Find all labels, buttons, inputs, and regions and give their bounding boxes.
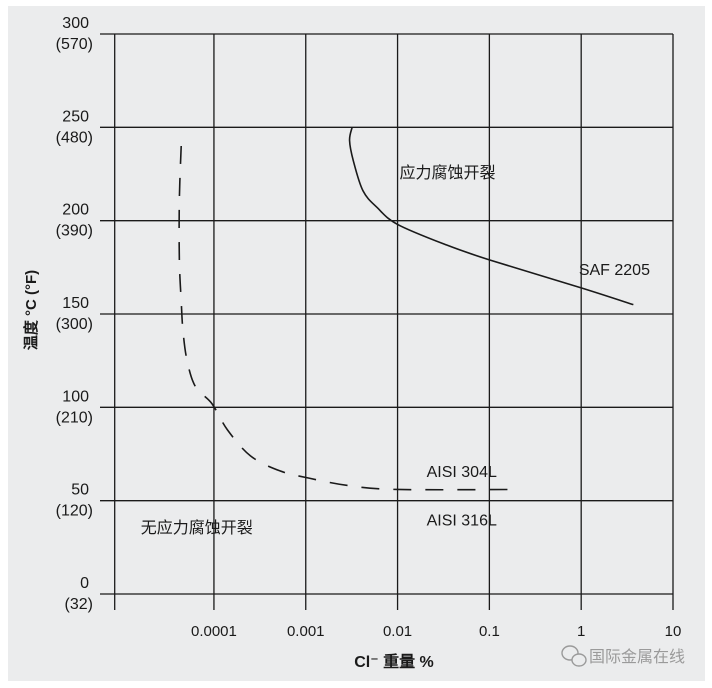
annotation-label: SAF 2205 [579,262,650,279]
y-tick-label: 50 [71,482,89,499]
watermark: 国际金属在线 [561,645,685,667]
x-tick-label: 0.1 [479,623,500,640]
y-tick-label-fahrenheit: (210) [56,409,93,426]
series-group [178,127,634,491]
grid [100,33,674,610]
annotation-label: AISI 304L [427,464,497,481]
annotation-label: AISI 316L [427,512,497,529]
y-tick-label-fahrenheit: (120) [56,503,93,520]
annotation-label: 无应力腐蚀开裂 [141,518,253,537]
y-tick-label: 300 [62,15,89,32]
y-tick-label: 250 [62,108,89,125]
wechat-icon [561,645,587,667]
x-tick-label: 0.0001 [191,623,237,640]
x-tick-label: 10 [665,623,682,640]
series-line-saf-2205 [348,127,634,306]
y-tick-labels: 0 (32) 50 (120) 100 (210) 150 (300) 200 (390) 250 (… [56,15,93,613]
x-tick-label: 1 [577,623,585,640]
annotations: 应力腐蚀开裂 SAF 2205 AISI 304L AISI 316L 无应力腐蚀开裂 [141,163,650,537]
y-tick-label-fahrenheit: (480) [56,129,93,146]
y-tick-label: 0 [80,575,89,592]
y-tick-label-fahrenheit: (390) [56,223,93,240]
y-tick-label-fahrenheit: (32) [65,596,93,613]
x-tick-label: 0.01 [383,623,412,640]
x-tick-label: 0.001 [287,623,325,640]
x-tick-labels: 0.0001 0.001 0.01 0.1 1 10 [191,623,681,640]
y-axis-label: 温度 °C (°F) [22,270,40,350]
annotation-label: 应力腐蚀开裂 [400,163,496,182]
y-tick-label: 200 [62,202,89,219]
y-tick-label: 150 [62,295,89,312]
y-tick-label: 100 [62,388,89,405]
series-line-aisi-304l-316l [178,145,519,491]
y-tick-label-fahrenheit: (570) [56,36,93,53]
watermark-text: 国际金属在线 [589,648,685,666]
plot-background [8,6,705,681]
y-tick-label-fahrenheit: (300) [56,316,93,333]
x-axis-label: Cl⁻ 重量 % [354,652,434,671]
